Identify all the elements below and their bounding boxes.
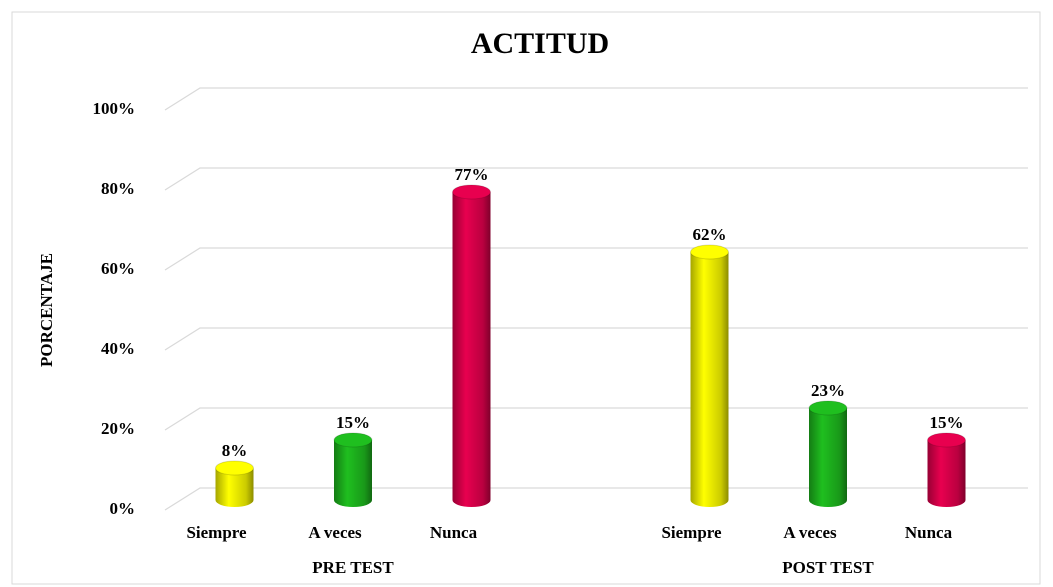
bar-top: [452, 184, 491, 200]
bar-shade: [334, 440, 372, 507]
group-label: PRE TEST: [312, 558, 394, 577]
bar: [690, 244, 729, 507]
bar-shade: [927, 440, 966, 507]
y-tick-label: 20%: [101, 419, 135, 438]
data-label: 15%: [930, 413, 964, 432]
data-label: 8%: [222, 441, 248, 460]
y-tick-label: 60%: [101, 259, 135, 278]
y-tick-label: 80%: [101, 179, 135, 198]
x-tick-label: Nunca: [905, 523, 953, 542]
bar-shade: [215, 468, 254, 507]
bar-top: [333, 432, 373, 448]
x-tick-label: A veces: [308, 523, 362, 542]
bar: [808, 400, 848, 507]
x-tick-label: Siempre: [661, 523, 722, 542]
bar: [927, 432, 966, 507]
bar-shade: [690, 252, 729, 507]
data-label: 23%: [811, 381, 845, 400]
data-label: 77%: [455, 165, 489, 184]
chart-title: ACTITUD: [471, 27, 609, 60]
data-label: 15%: [336, 413, 370, 432]
data-label: 62%: [693, 225, 727, 244]
bar-top: [927, 432, 966, 448]
grid-line: [164, 247, 1028, 271]
bar-shade: [809, 408, 847, 507]
group-label: POST TEST: [782, 558, 874, 577]
y-tick-label: 100%: [93, 99, 136, 118]
grid-line: [164, 167, 1028, 191]
x-tick-label: Siempre: [186, 523, 247, 542]
grid-line: [164, 407, 1028, 431]
bar-top: [215, 460, 254, 476]
bar: [333, 432, 373, 507]
bar: [215, 460, 254, 507]
x-tick-label: Nunca: [430, 523, 478, 542]
grid-line: [164, 87, 1028, 111]
bar-shade: [452, 192, 491, 507]
y-axis-label: PORCENTAJE: [37, 253, 56, 367]
x-tick-label: A veces: [783, 523, 837, 542]
bar-top: [690, 244, 729, 260]
bar: [452, 184, 491, 507]
grid-line: [164, 327, 1028, 351]
chart-border: [11, 11, 1041, 585]
y-tick-label: 40%: [101, 339, 135, 358]
grid-line: [164, 487, 1028, 511]
bar-top: [808, 400, 848, 416]
y-tick-label: 0%: [110, 499, 136, 518]
